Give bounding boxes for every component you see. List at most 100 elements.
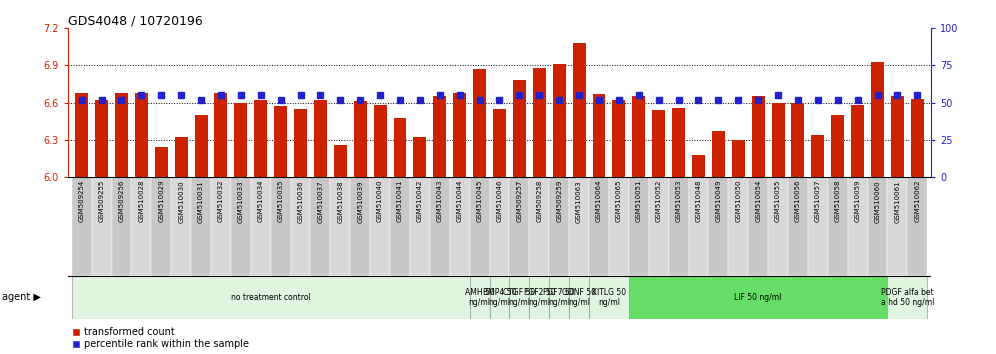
- Bar: [393, 118, 406, 177]
- Bar: [692, 155, 705, 177]
- Bar: [589, 177, 609, 276]
- Text: GSM509258: GSM509258: [536, 180, 542, 222]
- Bar: [668, 177, 688, 276]
- Bar: [708, 177, 728, 276]
- Text: GDS4048 / 10720196: GDS4048 / 10720196: [68, 14, 202, 27]
- Bar: [509, 177, 529, 276]
- Text: GSM510064: GSM510064: [596, 180, 602, 222]
- Text: GSM510053: GSM510053: [675, 180, 681, 222]
- Text: GSM510058: GSM510058: [835, 180, 841, 222]
- Text: GSM510059: GSM510059: [855, 180, 861, 222]
- Bar: [652, 110, 665, 177]
- Bar: [828, 177, 848, 276]
- Bar: [593, 94, 606, 177]
- Text: GSM509255: GSM509255: [99, 180, 105, 222]
- Text: GSM510054: GSM510054: [755, 180, 761, 222]
- Bar: [868, 177, 887, 276]
- Bar: [274, 107, 287, 177]
- Bar: [72, 177, 92, 276]
- Bar: [509, 276, 529, 319]
- Bar: [490, 276, 509, 319]
- Bar: [613, 100, 625, 177]
- Text: FGF2 50
ng/ml: FGF2 50 ng/ml: [524, 288, 555, 307]
- Text: GSM510037: GSM510037: [318, 180, 324, 223]
- Bar: [887, 276, 927, 319]
- Text: GSM510061: GSM510061: [894, 180, 900, 223]
- Bar: [191, 177, 211, 276]
- Bar: [430, 177, 450, 276]
- Text: GSM510042: GSM510042: [417, 180, 423, 222]
- Bar: [688, 177, 708, 276]
- Bar: [433, 97, 446, 177]
- Bar: [334, 145, 347, 177]
- Text: GSM510062: GSM510062: [914, 180, 920, 222]
- Bar: [672, 108, 685, 177]
- Bar: [748, 177, 768, 276]
- Text: FGF7 50
ng/ml: FGF7 50 ng/ml: [544, 288, 575, 307]
- Bar: [549, 276, 569, 319]
- Text: PDGF alfa bet
a hd 50 ng/ml: PDGF alfa bet a hd 50 ng/ml: [880, 288, 934, 307]
- Text: GSM510044: GSM510044: [457, 180, 463, 222]
- Bar: [72, 276, 470, 319]
- Bar: [254, 100, 267, 177]
- Text: GSM510063: GSM510063: [576, 180, 582, 223]
- Bar: [450, 177, 470, 276]
- Bar: [549, 177, 569, 276]
- Bar: [271, 177, 291, 276]
- Bar: [911, 99, 924, 177]
- Bar: [92, 177, 112, 276]
- Text: GSM510029: GSM510029: [158, 180, 164, 222]
- Bar: [712, 131, 725, 177]
- Bar: [513, 80, 526, 177]
- Bar: [151, 177, 171, 276]
- Legend: transformed count, percentile rank within the sample: transformed count, percentile rank withi…: [73, 327, 249, 349]
- Bar: [473, 69, 486, 177]
- Text: GSM510032: GSM510032: [218, 180, 224, 222]
- Bar: [490, 177, 509, 276]
- Bar: [891, 97, 904, 177]
- Bar: [812, 135, 825, 177]
- Text: CTGF 50
ng/ml: CTGF 50 ng/ml: [503, 288, 536, 307]
- Bar: [728, 177, 748, 276]
- Bar: [732, 140, 745, 177]
- Bar: [374, 105, 386, 177]
- Text: GSM510057: GSM510057: [815, 180, 821, 222]
- Bar: [194, 115, 207, 177]
- Bar: [768, 177, 788, 276]
- Text: GSM510049: GSM510049: [715, 180, 721, 222]
- Bar: [569, 177, 589, 276]
- Bar: [772, 103, 785, 177]
- Bar: [351, 177, 371, 276]
- Bar: [95, 100, 108, 177]
- Bar: [609, 177, 628, 276]
- Bar: [887, 177, 907, 276]
- Bar: [131, 177, 151, 276]
- Bar: [390, 177, 410, 276]
- Bar: [752, 97, 765, 177]
- Text: LIF 50 ng/ml: LIF 50 ng/ml: [734, 293, 782, 302]
- Text: GSM509254: GSM509254: [79, 180, 85, 222]
- Bar: [852, 105, 865, 177]
- Text: GSM510034: GSM510034: [258, 180, 264, 222]
- Text: KITLG 50
ng/ml: KITLG 50 ng/ml: [592, 288, 626, 307]
- Text: BMP4 50
ng/ml: BMP4 50 ng/ml: [483, 288, 516, 307]
- Text: GSM510033: GSM510033: [238, 180, 244, 223]
- Bar: [529, 276, 549, 319]
- Text: AMH 50
ng/ml: AMH 50 ng/ml: [465, 288, 494, 307]
- Bar: [788, 177, 808, 276]
- Bar: [808, 177, 828, 276]
- Bar: [648, 177, 668, 276]
- Bar: [154, 147, 167, 177]
- Text: GSM510036: GSM510036: [298, 180, 304, 223]
- Text: GSM510051: GSM510051: [635, 180, 641, 222]
- Bar: [589, 276, 628, 319]
- Text: GSM510038: GSM510038: [338, 180, 344, 223]
- Bar: [314, 100, 327, 177]
- Bar: [214, 93, 227, 177]
- Text: GSM510035: GSM510035: [278, 180, 284, 222]
- Bar: [134, 93, 147, 177]
- Text: GSM509259: GSM509259: [556, 180, 562, 222]
- Bar: [234, 103, 247, 177]
- Bar: [75, 93, 88, 177]
- Bar: [493, 109, 506, 177]
